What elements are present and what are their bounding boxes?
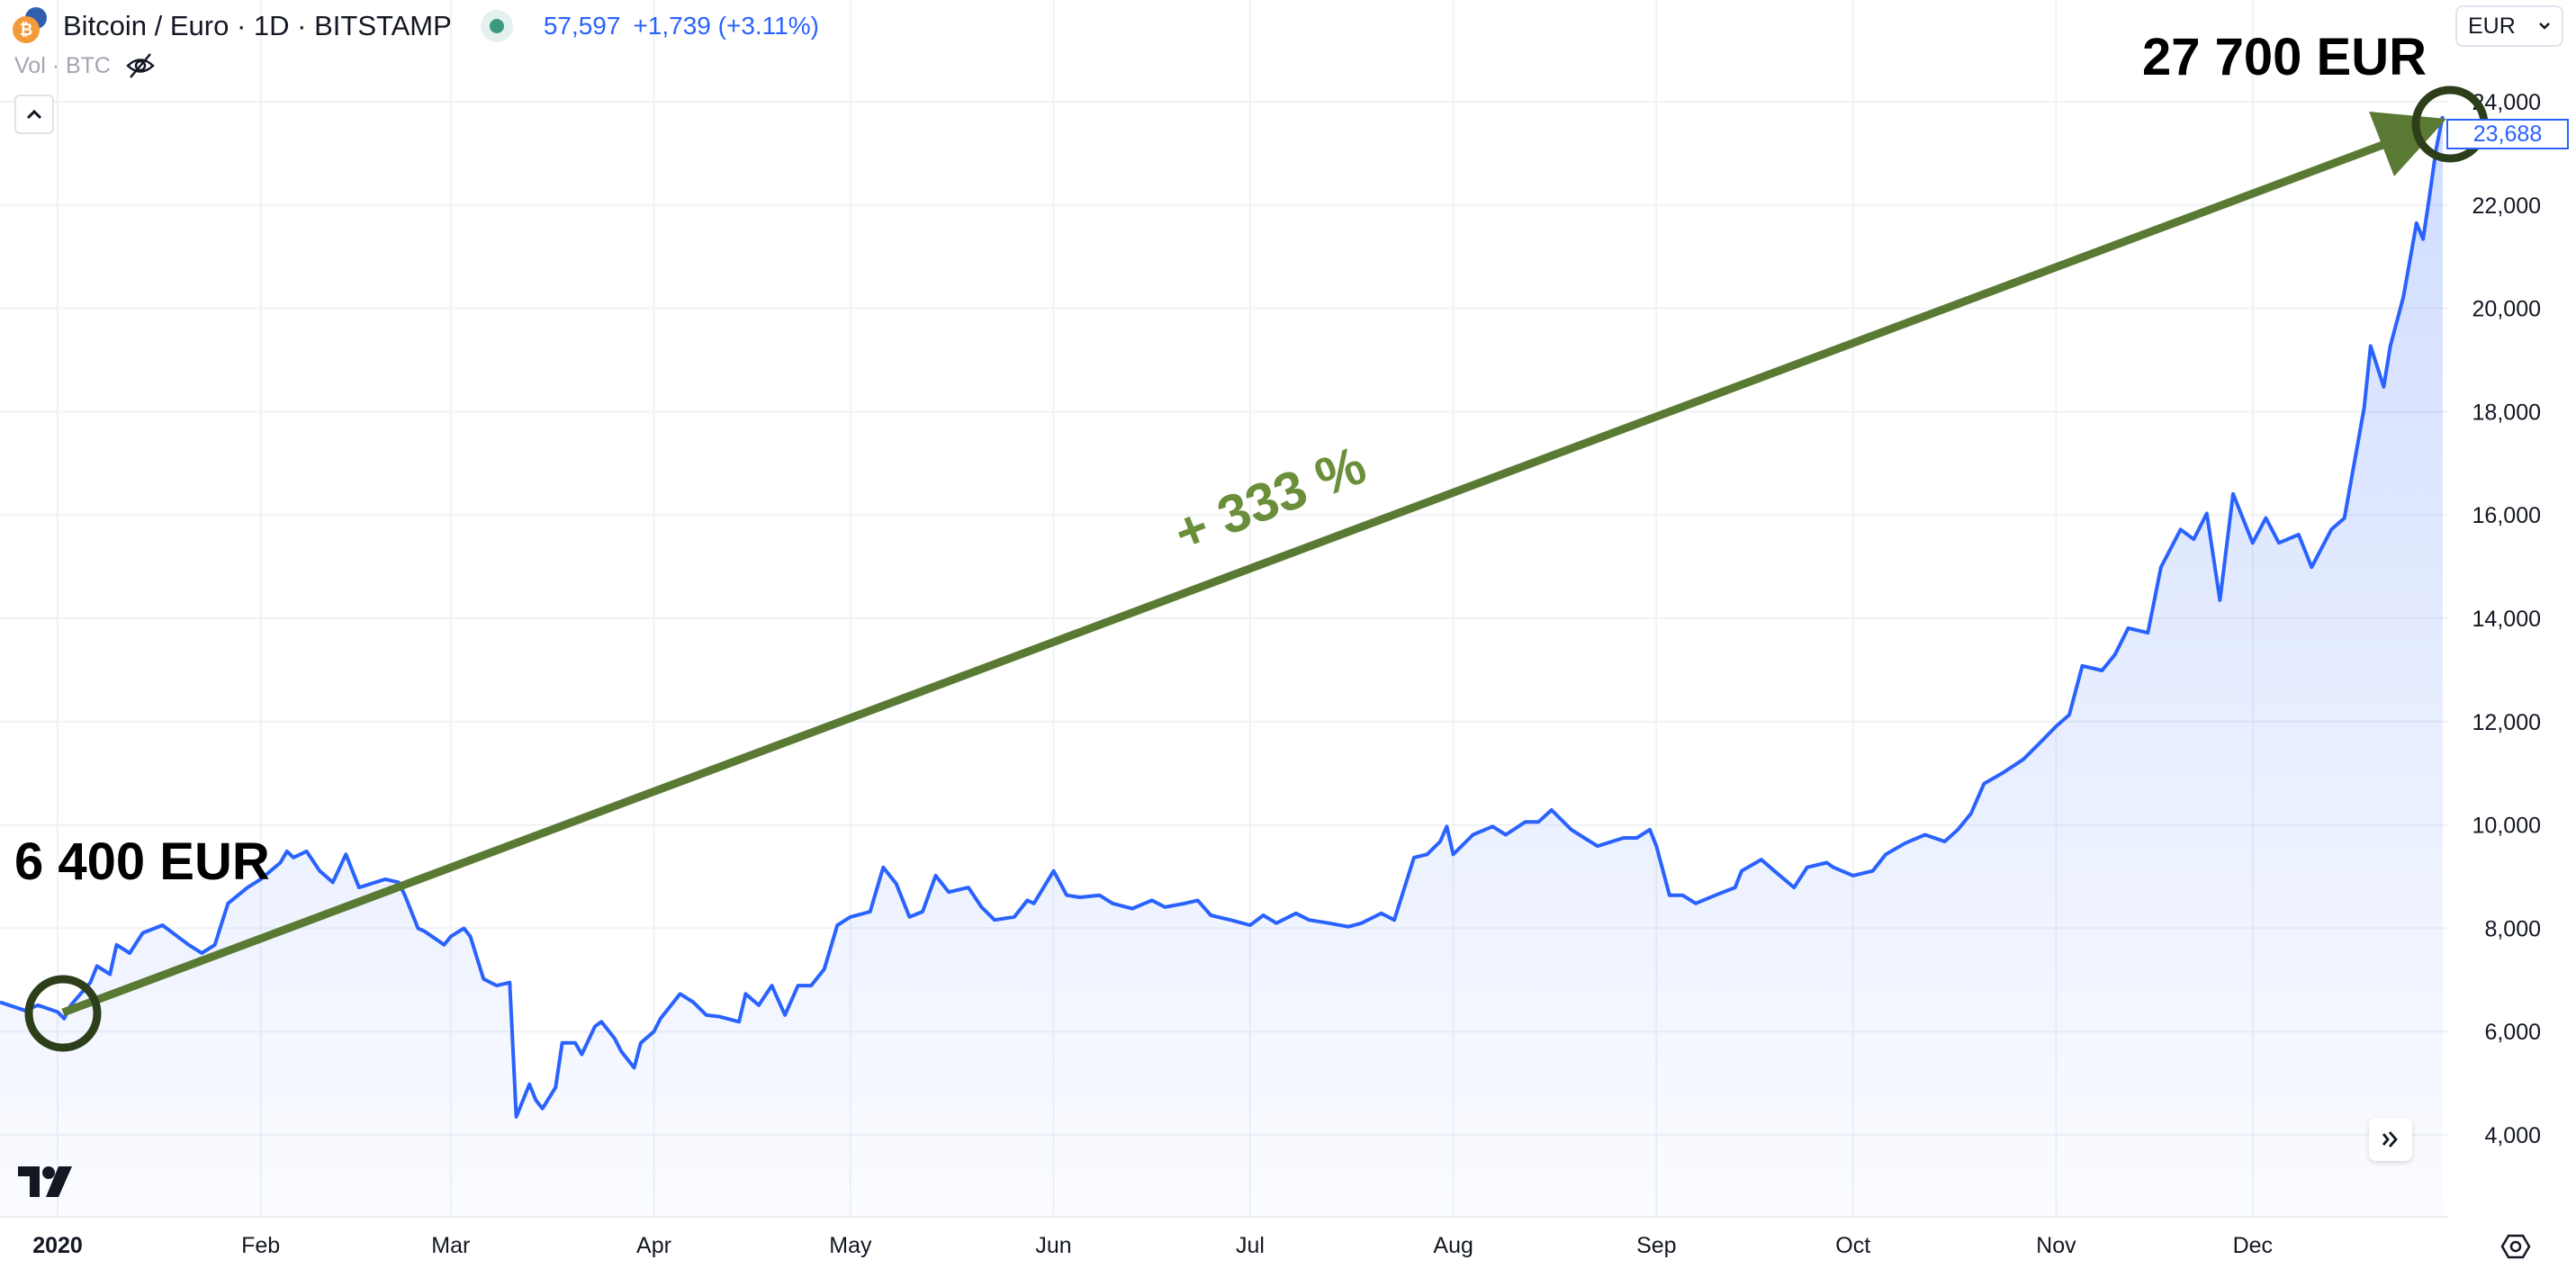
start-marker-circle	[24, 975, 102, 1052]
x-tick-label: May	[829, 1233, 872, 1258]
price-area-fill	[0, 116, 2443, 1218]
y-axis[interactable]: 4,000 6,000 8,000 10,000 12,000 14,000 16,000 1…	[2472, 90, 2541, 1148]
currency-value: EUR	[2468, 13, 2516, 39]
y-tick-label: 18,000	[2472, 400, 2541, 425]
volume-indicator[interactable]: Vol · BTC	[14, 52, 156, 79]
x-tick-label: Dec	[2233, 1233, 2273, 1258]
y-tick-label: 20,000	[2472, 297, 2541, 322]
symbol-header: ₿ Bitcoin / Euro · 1D · BITSTAMP 57,597 …	[13, 7, 819, 45]
bitcoin-euro-icon: ₿	[13, 7, 50, 45]
y-tick-label: 8,000	[2484, 916, 2541, 941]
market-open-status-icon	[480, 10, 513, 42]
settings-icon[interactable]	[2500, 1233, 2531, 1260]
end-price-annotation: 27 700 EUR	[2142, 28, 2427, 86]
y-tick-label: 22,000	[2472, 194, 2541, 219]
x-tick-label: Apr	[636, 1233, 671, 1258]
x-tick-label: Oct	[1835, 1233, 1870, 1258]
x-tick-label: Aug	[1433, 1233, 1473, 1258]
start-price-annotation: 6 400 EUR	[14, 832, 270, 891]
last-price-label: 23,688	[2446, 119, 2569, 149]
y-tick-label: 6,000	[2484, 1020, 2541, 1045]
scroll-to-realtime-button[interactable]	[2369, 1118, 2412, 1161]
gain-arrow	[61, 140, 2387, 1017]
x-tick-label: Sep	[1636, 1233, 1676, 1258]
x-tick-label: Jun	[1035, 1233, 1071, 1258]
x-tick-label: Nov	[2036, 1233, 2076, 1258]
chevron-up-icon	[26, 109, 42, 120]
collapse-legend-button[interactable]	[14, 94, 54, 134]
x-axis[interactable]: 2020 Feb Mar Apr May Jun Jul Aug Sep Oct Nov Dec	[32, 1233, 2273, 1258]
price-line	[0, 115, 2445, 1119]
symbol-title[interactable]: Bitcoin / Euro · 1D · BITSTAMP	[63, 10, 452, 41]
price-change: +1,739 (+3.11%)	[633, 12, 819, 40]
currency-select[interactable]: EUR	[2455, 5, 2563, 47]
arrow-head-icon	[2369, 112, 2446, 176]
eye-off-icon[interactable]	[125, 52, 156, 79]
volume-label: Vol · BTC	[14, 52, 111, 78]
x-tick-label: 2020	[32, 1233, 83, 1258]
y-tick-label: 14,000	[2472, 607, 2541, 632]
tradingview-logo-icon[interactable]	[18, 1166, 74, 1197]
chevron-down-icon	[2539, 22, 2550, 30]
x-tick-label: Jul	[1236, 1233, 1265, 1258]
y-tick-label: 4,000	[2484, 1123, 2541, 1148]
current-price: 57,597	[543, 12, 621, 40]
y-tick-label: 10,000	[2472, 814, 2541, 839]
y-tick-label: 12,000	[2472, 710, 2541, 735]
x-tick-label: Feb	[241, 1233, 280, 1258]
x-tick-label: Mar	[431, 1233, 470, 1258]
y-tick-label: 16,000	[2472, 503, 2541, 528]
double-chevron-right-icon	[2382, 1131, 2398, 1148]
